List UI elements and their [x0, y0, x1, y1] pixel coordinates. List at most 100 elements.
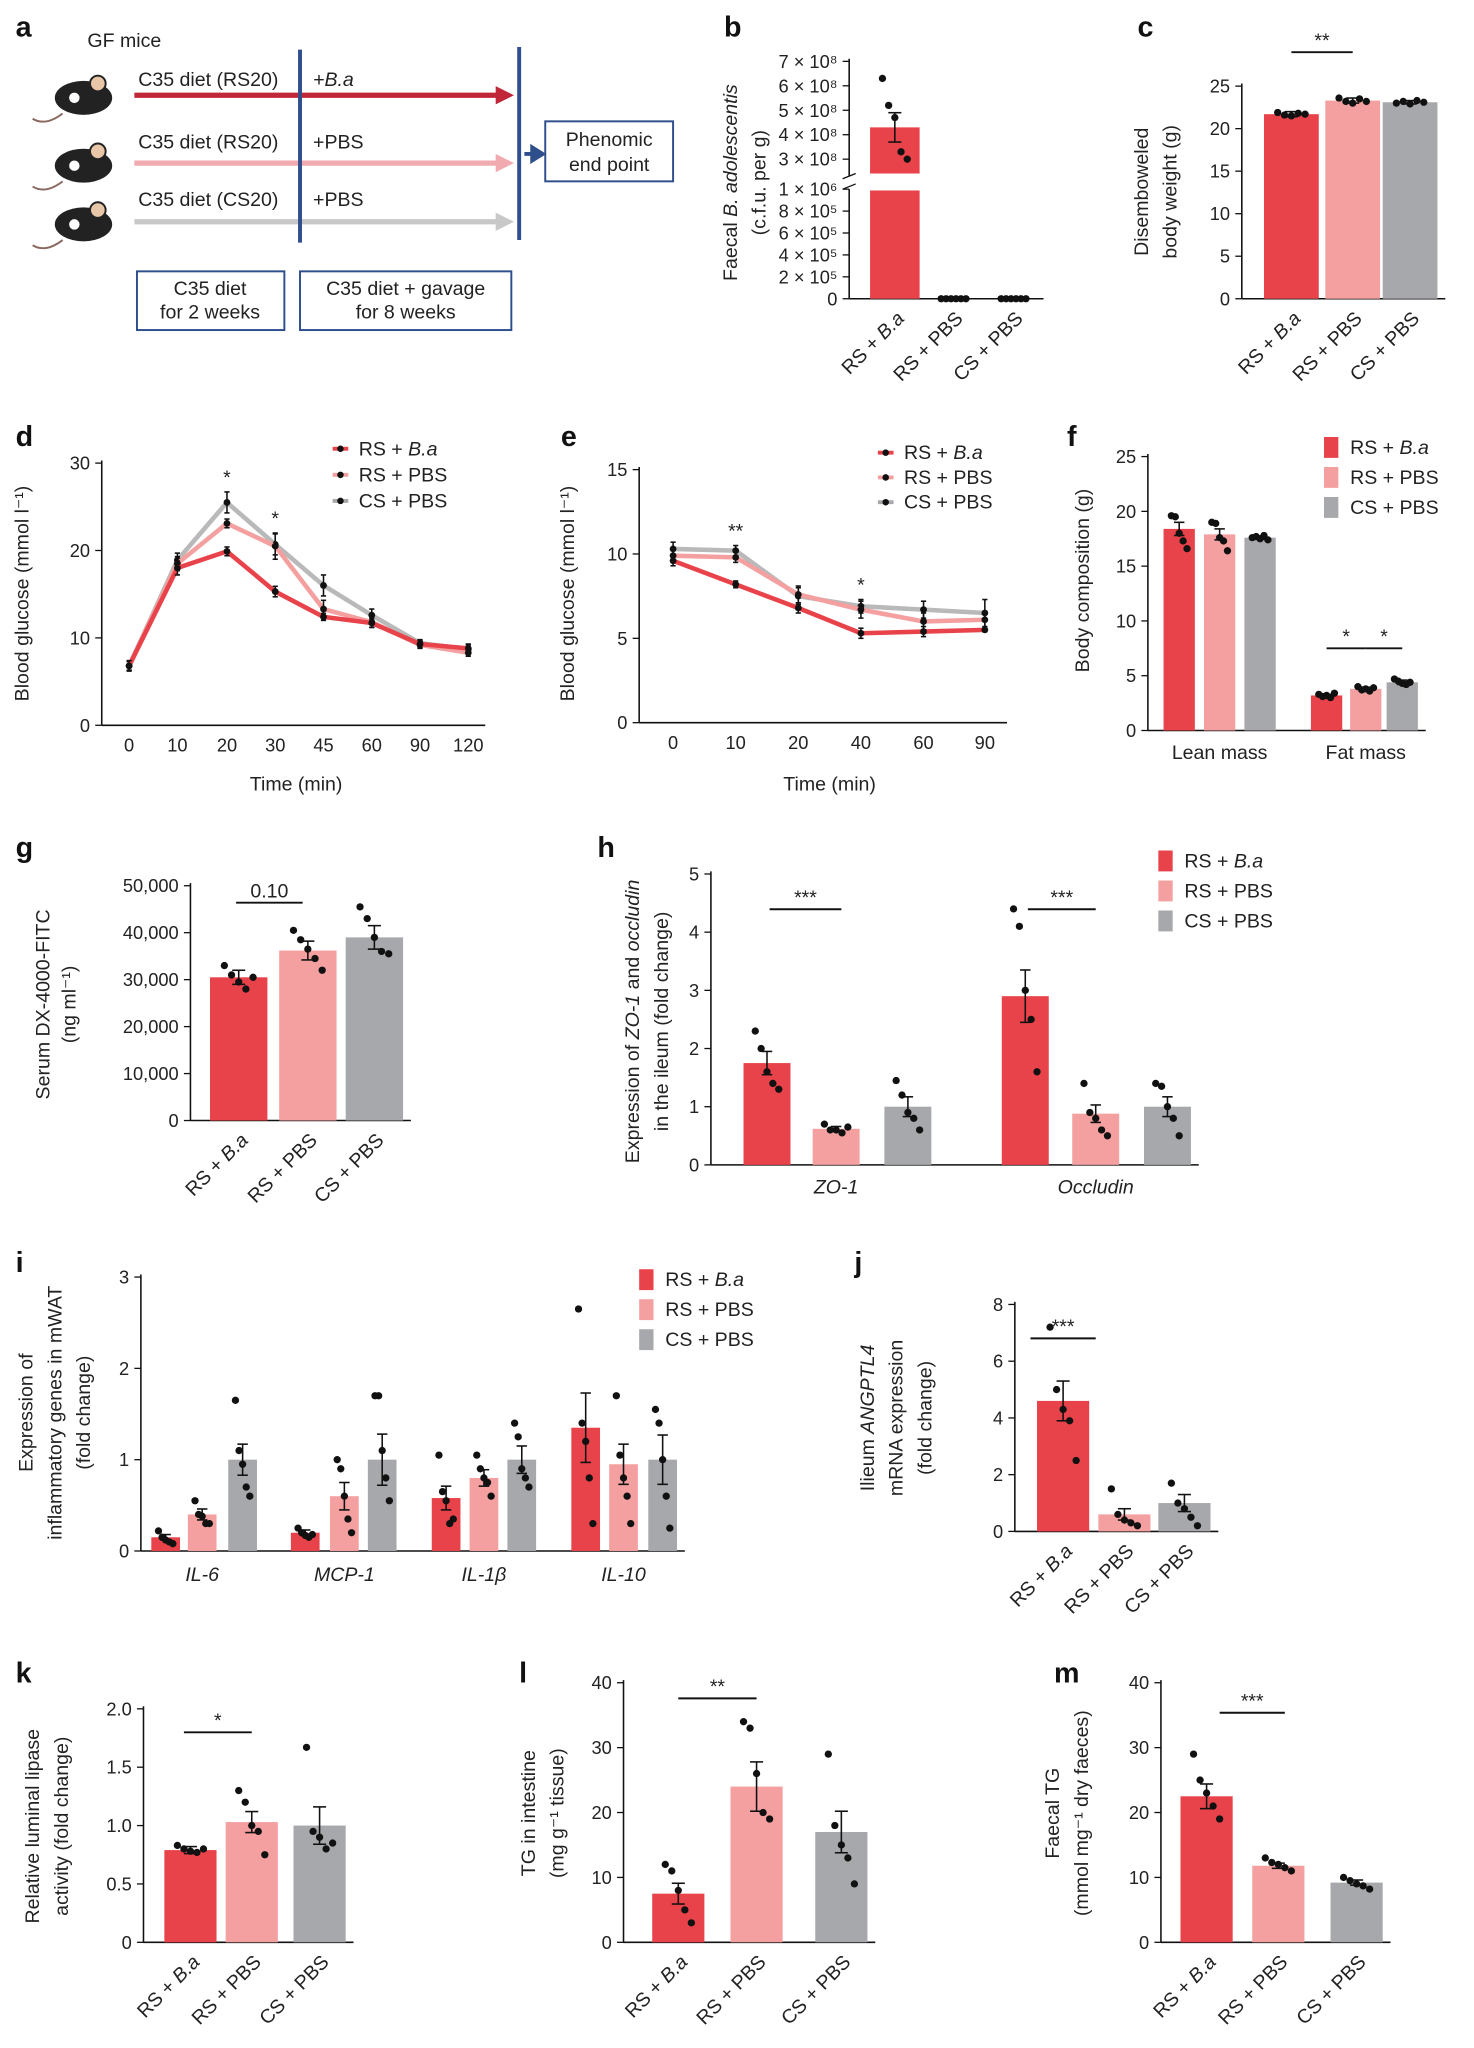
- y-tick-label: 0: [617, 712, 627, 733]
- significance-label: *: [223, 467, 231, 489]
- y-axis-label: (fold change): [914, 1361, 936, 1475]
- legend-swatch: [639, 1269, 654, 1291]
- data-point: [309, 1827, 317, 1836]
- data-point: [1399, 97, 1407, 106]
- legend-label: CS + PBS: [1184, 910, 1273, 932]
- data-point: [378, 1446, 386, 1455]
- bar: [1252, 1865, 1305, 1943]
- data-point: [521, 1474, 530, 1482]
- data-point: [1175, 1132, 1183, 1140]
- bar: [164, 1850, 217, 1943]
- data-point: [1152, 1079, 1160, 1088]
- mouse-spot: [69, 219, 80, 230]
- row3-gavage: +PBS: [313, 189, 364, 211]
- panel-label-c: c: [1137, 12, 1153, 44]
- data-point: [1046, 1323, 1054, 1331]
- data-point: [857, 629, 865, 637]
- arrowhead-icon: [495, 212, 514, 231]
- data-point: [238, 1460, 247, 1468]
- data-point: [904, 1108, 912, 1117]
- significance-label: ***: [1241, 1691, 1264, 1713]
- data-point: [837, 1841, 846, 1849]
- data-point: [1171, 513, 1179, 521]
- data-point: [981, 626, 989, 634]
- data-point: [962, 295, 970, 303]
- data-point: [320, 605, 327, 613]
- x-tick-label: 20: [217, 734, 237, 755]
- y-tick-label: 30: [70, 453, 90, 474]
- data-point: [311, 954, 319, 963]
- gf-mice-label: GF mice: [87, 30, 161, 52]
- y-tick-label: 6: [993, 1351, 1003, 1372]
- data-point: [915, 1126, 924, 1134]
- endpoint-line1: Phenomic: [566, 129, 653, 151]
- bar: [730, 1786, 783, 1943]
- legend-swatch: [1323, 467, 1339, 488]
- data-point: [487, 1492, 495, 1500]
- y-tick-label: 1 × 10⁶: [779, 179, 838, 200]
- legend-label: RS + PBS: [665, 1299, 754, 1321]
- data-point: [1346, 1877, 1354, 1885]
- category-label: CS + PBS: [1292, 1951, 1370, 2029]
- data-point: [666, 1524, 674, 1532]
- legend-label: CS + PBS: [665, 1329, 754, 1351]
- y-axis-label: Blood glucose (mmol l⁻¹): [12, 486, 34, 702]
- data-point: [223, 547, 231, 555]
- data-point: [1355, 95, 1364, 103]
- category-label: RS + B.a: [1149, 1951, 1220, 2022]
- y-axis-label: Expression of: [16, 1353, 38, 1472]
- data-point: [154, 1527, 163, 1535]
- category-label: RS + PBS: [1214, 1951, 1292, 2029]
- data-point: [746, 1724, 754, 1732]
- data-point: [1274, 108, 1282, 117]
- data-point: [246, 1492, 254, 1500]
- data-point: [898, 1091, 906, 1099]
- y-tick-label: 0: [1126, 720, 1136, 741]
- y-tick-label: 15: [1116, 556, 1136, 577]
- data-point: [320, 582, 327, 589]
- data-point: [248, 1821, 256, 1830]
- data-point: [844, 1123, 852, 1131]
- data-point: [831, 1821, 839, 1830]
- x-tick-label: 60: [913, 732, 933, 753]
- x-tick-label: 120: [453, 734, 483, 755]
- y-tick-label: 20: [1210, 118, 1230, 139]
- y-tick-label: 15: [1210, 161, 1230, 182]
- data-point: [464, 644, 472, 652]
- data-point: [297, 936, 305, 944]
- legend-label: RS + B.a: [665, 1269, 744, 1291]
- x-tick-label: 90: [410, 734, 430, 755]
- legend-label: RS + PBS: [359, 464, 448, 486]
- data-point: [832, 1126, 840, 1134]
- data-point: [1033, 1068, 1041, 1076]
- data-point: [261, 1851, 269, 1859]
- legend-label: RS + PBS: [904, 467, 993, 489]
- panel-k: k Relative luminal lipase activity (fold c…: [16, 1658, 354, 2029]
- data-point: [1362, 97, 1371, 106]
- x-tick-label: 10: [167, 734, 187, 755]
- data-point: [235, 978, 243, 986]
- bar: [1244, 537, 1276, 731]
- data-point: [289, 926, 298, 934]
- panel-b: b Faecal B. adolescentis (c.f.u. per g) 3 ×…: [720, 12, 1044, 386]
- bar: [1263, 114, 1319, 299]
- y-axis-label: activity (fold change): [51, 1737, 73, 1916]
- panel-label-a: a: [16, 12, 33, 44]
- data-point: [223, 499, 231, 506]
- data-point: [920, 606, 927, 614]
- legend-label: RS + PBS: [1350, 467, 1439, 489]
- data-point: [582, 1437, 590, 1446]
- data-point: [674, 1886, 682, 1895]
- y-axis-label: body weight (g): [1160, 125, 1182, 259]
- bar: [1180, 1796, 1233, 1943]
- data-point: [1092, 1114, 1100, 1122]
- y-tick-label: 25: [1210, 76, 1230, 97]
- data-point: [1133, 1522, 1142, 1530]
- legend-label: CS + PBS: [904, 492, 993, 514]
- data-point: [374, 1392, 383, 1400]
- significance-label: *: [1380, 626, 1388, 648]
- data-point: [191, 1497, 199, 1505]
- x-axis-label: Time (min): [250, 774, 343, 796]
- data-point: [824, 1750, 832, 1758]
- data-point: [514, 1433, 522, 1441]
